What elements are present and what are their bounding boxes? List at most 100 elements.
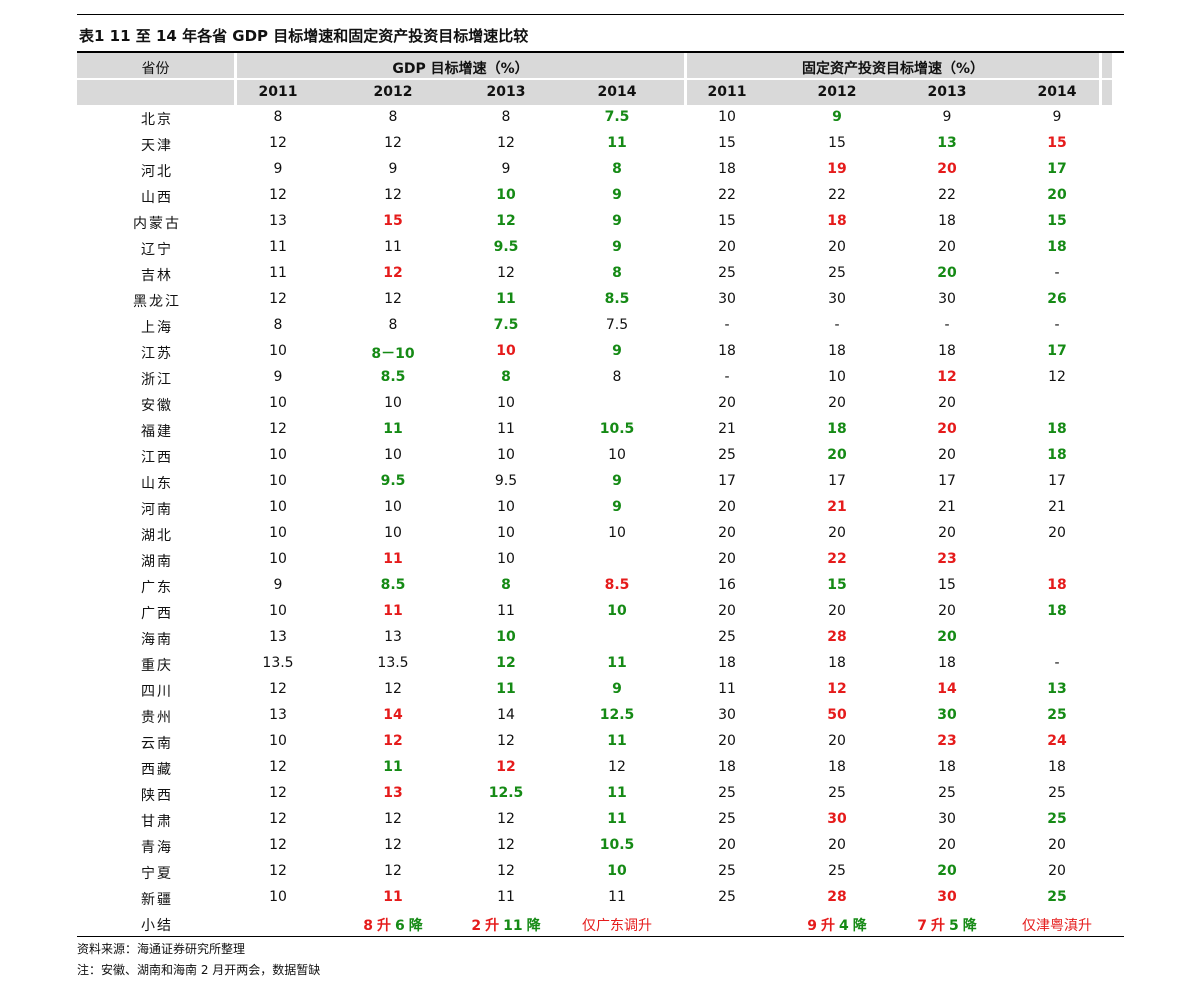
province-cell: 北京 bbox=[141, 112, 173, 128]
value-cell: 11 bbox=[383, 759, 403, 775]
value-cell: 30 bbox=[828, 291, 846, 307]
value-cell: 11 bbox=[607, 785, 627, 801]
value-cell: 8 bbox=[388, 317, 398, 333]
province-cell: 江西 bbox=[141, 450, 173, 466]
value-cell: 18 bbox=[1048, 759, 1066, 775]
summary-part: 降 bbox=[962, 918, 977, 934]
table-header: 省份 GDP 目标增速（%） 固定资产投资目标增速（%） 2011 2012 2… bbox=[77, 53, 1124, 105]
province-cell: 山东 bbox=[141, 476, 173, 492]
value-cell: 11 bbox=[383, 421, 403, 437]
province-cell: 贵州 bbox=[141, 710, 173, 726]
value-cell: 9 bbox=[612, 473, 622, 489]
value-cell: 15 bbox=[718, 213, 736, 229]
value-cell: 11 bbox=[383, 603, 403, 619]
value-cell: 20 bbox=[718, 733, 736, 749]
value-cell: 30 bbox=[718, 291, 736, 307]
header-separator bbox=[234, 53, 237, 105]
header-band-top bbox=[77, 53, 1112, 78]
value-cell: 12 bbox=[496, 759, 516, 775]
province-cell: 西藏 bbox=[141, 762, 173, 778]
value-cell: 20 bbox=[1048, 863, 1066, 879]
value-cell: 20 bbox=[718, 837, 736, 853]
value-cell: 16 bbox=[718, 577, 736, 593]
value-cell: 15 bbox=[383, 213, 403, 229]
header-year: 2011 bbox=[707, 84, 747, 100]
province-cell: 广东 bbox=[141, 580, 173, 596]
value-cell: 20 bbox=[718, 525, 736, 541]
value-cell: 18 bbox=[718, 759, 736, 775]
value-cell: 7.5 bbox=[493, 317, 519, 333]
value-cell: 9 bbox=[612, 343, 622, 359]
footnote: 注：安徽、湖南和海南 2 月开两会，数据暂缺 bbox=[77, 963, 321, 977]
value-cell: 18 bbox=[938, 655, 956, 671]
value-cell: 25 bbox=[938, 785, 956, 801]
value-cell: 11 bbox=[496, 291, 516, 307]
value-cell: 24 bbox=[1047, 733, 1067, 749]
summary-part: 6 bbox=[395, 918, 405, 934]
value-cell: 10 bbox=[497, 499, 515, 515]
value-cell: 9.5 bbox=[380, 473, 406, 489]
value-cell: 18 bbox=[718, 161, 736, 177]
value-cell: 12 bbox=[497, 135, 515, 151]
value-cell: 10 bbox=[269, 525, 287, 541]
province-cell: 福建 bbox=[141, 424, 173, 440]
value-cell: 13 bbox=[384, 629, 402, 645]
value-cell: 12 bbox=[269, 135, 287, 151]
value-cell: 10.5 bbox=[599, 421, 635, 437]
value-cell: 17 bbox=[938, 473, 956, 489]
value-cell: 10 bbox=[497, 525, 515, 541]
value-cell: 21 bbox=[827, 499, 847, 515]
summary-part: 降 bbox=[526, 918, 541, 934]
value-cell: 12 bbox=[269, 291, 287, 307]
value-cell: 11 bbox=[269, 265, 287, 281]
value-cell: 30 bbox=[937, 707, 957, 723]
summary-part: 7 bbox=[917, 918, 927, 934]
table-row: 辽宁 11 11 9.5 9 20 20 20 18 bbox=[77, 235, 1124, 261]
value-cell: 12 bbox=[496, 213, 516, 229]
table-row: 陕西 12 13 12.5 11 25 25 25 25 bbox=[77, 781, 1124, 807]
value-cell: 21 bbox=[938, 499, 956, 515]
table-row: 天津 12 12 12 11 15 15 13 15 bbox=[77, 131, 1124, 157]
value-cell: 20 bbox=[718, 499, 736, 515]
value-cell: 12 bbox=[383, 733, 403, 749]
value-cell: 25 bbox=[828, 785, 846, 801]
value-cell: 18 bbox=[1047, 421, 1067, 437]
value-cell: 9 bbox=[612, 187, 622, 203]
value-cell: 30 bbox=[938, 811, 956, 827]
province-cell: 陕西 bbox=[141, 788, 173, 804]
value-cell: 15 bbox=[1047, 135, 1067, 151]
value-cell: 8－10 bbox=[371, 346, 415, 362]
value-cell: - bbox=[834, 317, 840, 333]
value-cell: 18 bbox=[938, 343, 956, 359]
value-cell: 10 bbox=[828, 369, 846, 385]
value-cell: 11 bbox=[607, 733, 627, 749]
table-row: 贵州 13 14 14 12.5 30 50 30 25 bbox=[77, 703, 1124, 729]
table-row: 江西 10 10 10 10 25 20 20 18 bbox=[77, 443, 1124, 469]
value-cell: 18 bbox=[828, 759, 846, 775]
value-cell: 18 bbox=[1047, 603, 1067, 619]
value-cell: 20 bbox=[1048, 525, 1066, 541]
summary-part: 4 bbox=[839, 918, 849, 934]
table-row: 广西 10 11 11 10 20 20 20 18 bbox=[77, 599, 1124, 625]
value-cell: 17 bbox=[718, 473, 736, 489]
value-cell: 20 bbox=[828, 239, 846, 255]
value-cell: 12.5 bbox=[488, 785, 524, 801]
table-row: 山西 12 12 10 9 22 22 22 20 bbox=[77, 183, 1124, 209]
value-cell: 11 bbox=[607, 811, 627, 827]
value-cell: - bbox=[1054, 265, 1060, 281]
value-cell: 9 bbox=[612, 499, 622, 515]
value-cell: 8 bbox=[388, 109, 398, 125]
value-cell: 8.5 bbox=[604, 577, 630, 593]
value-cell: 25 bbox=[718, 811, 736, 827]
province-cell: 四川 bbox=[141, 684, 173, 700]
summary-part: 11 bbox=[503, 918, 523, 934]
table-bottom-rule bbox=[77, 936, 1124, 937]
value-cell: 20 bbox=[1048, 837, 1066, 853]
value-cell: 14 bbox=[937, 681, 957, 697]
value-cell: 9 bbox=[273, 369, 283, 385]
province-cell: 湖北 bbox=[141, 528, 173, 544]
value-cell: 9 bbox=[832, 109, 842, 125]
value-cell: 12 bbox=[269, 811, 287, 827]
value-cell: 20 bbox=[937, 265, 957, 281]
